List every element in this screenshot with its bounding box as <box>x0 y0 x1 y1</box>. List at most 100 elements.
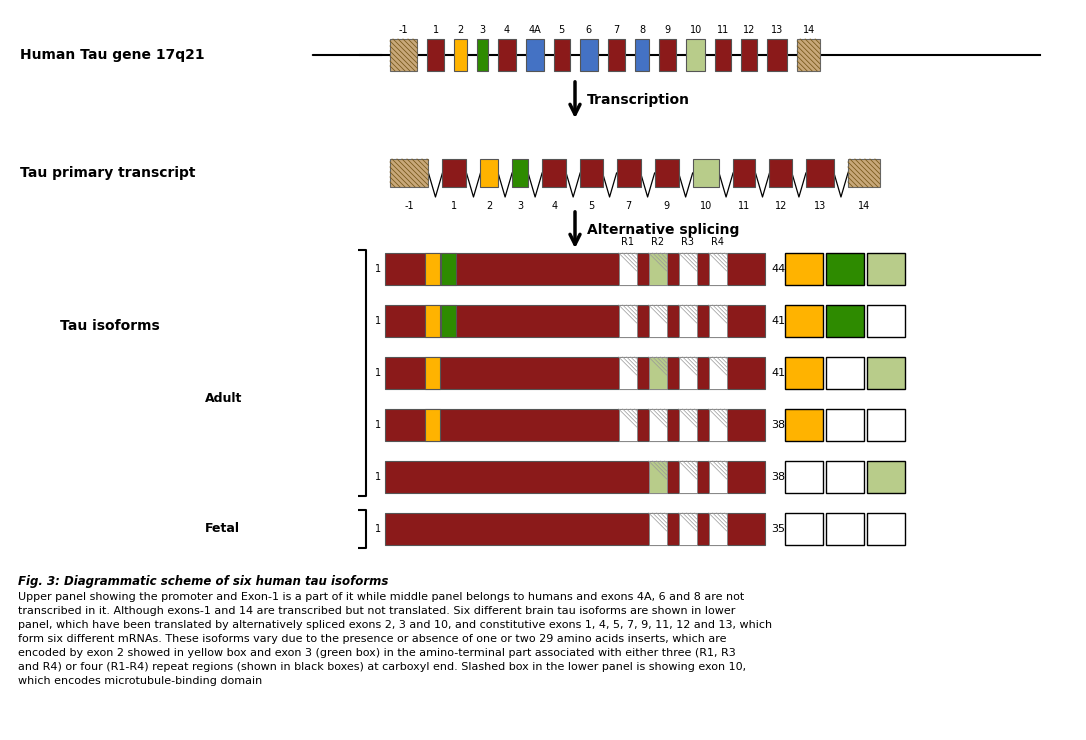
Bar <box>742 39 757 71</box>
Bar <box>826 253 864 285</box>
Bar <box>648 357 667 389</box>
Bar <box>867 461 905 493</box>
Text: -1: -1 <box>404 201 414 211</box>
Bar <box>679 305 697 337</box>
Text: R2: R2 <box>652 237 665 247</box>
Bar <box>619 357 636 389</box>
Bar <box>679 409 697 441</box>
Text: -1: -1 <box>399 25 408 35</box>
Bar <box>686 39 705 71</box>
Text: Adult: Adult <box>205 392 242 406</box>
Text: Human Tau gene 17q21: Human Tau gene 17q21 <box>20 48 204 62</box>
Bar <box>441 305 456 337</box>
Bar <box>635 39 649 71</box>
Text: 12: 12 <box>774 201 787 211</box>
Text: 1: 1 <box>375 420 381 430</box>
Bar <box>709 253 727 285</box>
Bar <box>542 159 566 187</box>
Bar <box>386 461 765 493</box>
Bar <box>655 159 679 187</box>
Bar <box>386 357 765 389</box>
Text: 412: 412 <box>771 368 793 378</box>
Bar <box>454 39 467 71</box>
Bar <box>679 253 697 285</box>
Text: 7: 7 <box>614 25 620 35</box>
Bar <box>785 305 823 337</box>
Bar <box>428 39 444 71</box>
Text: 10+: 10+ <box>874 264 898 274</box>
Bar <box>867 305 905 337</box>
Bar <box>580 39 598 71</box>
Bar <box>709 305 727 337</box>
Bar <box>659 39 677 71</box>
Text: 1: 1 <box>375 316 381 326</box>
Bar <box>826 305 864 337</box>
Text: 383: 383 <box>771 472 792 482</box>
Text: 9: 9 <box>664 201 670 211</box>
Text: 3+: 3+ <box>836 316 854 326</box>
Bar <box>390 159 429 187</box>
Bar <box>580 159 603 187</box>
Text: 14: 14 <box>803 25 814 35</box>
Bar <box>477 39 489 71</box>
Bar <box>441 253 456 285</box>
Bar <box>867 409 905 441</box>
Bar <box>767 39 787 71</box>
Bar <box>648 253 667 285</box>
Text: 6: 6 <box>585 25 592 35</box>
Bar <box>619 253 636 285</box>
Text: 9: 9 <box>665 25 671 35</box>
Text: 10: 10 <box>690 25 702 35</box>
Bar <box>679 357 697 389</box>
Text: 10+: 10+ <box>874 472 898 482</box>
Text: 13: 13 <box>771 25 783 35</box>
Text: 3: 3 <box>480 25 485 35</box>
Text: 4: 4 <box>504 25 510 35</box>
Text: 3-: 3- <box>838 524 851 534</box>
Bar <box>867 357 905 389</box>
Bar <box>709 409 727 441</box>
Text: 352: 352 <box>771 524 792 534</box>
Bar <box>617 159 641 187</box>
Text: 410: 410 <box>771 316 792 326</box>
Text: 3-: 3- <box>838 368 851 378</box>
Bar <box>785 409 823 441</box>
Text: 1: 1 <box>375 264 381 274</box>
Bar <box>785 461 823 493</box>
Bar <box>679 461 697 493</box>
Text: 2+: 2+ <box>796 264 812 274</box>
Bar <box>826 461 864 493</box>
Text: 1: 1 <box>433 25 439 35</box>
Text: 5: 5 <box>589 201 594 211</box>
Bar <box>390 39 417 71</box>
Bar <box>785 357 823 389</box>
Text: Upper panel showing the promoter and Exon-1 is a part of it while middle panel b: Upper panel showing the promoter and Exo… <box>18 592 772 686</box>
Bar <box>425 253 440 285</box>
Bar <box>554 39 570 71</box>
Text: 1: 1 <box>452 201 457 211</box>
Text: R1: R1 <box>621 237 634 247</box>
Text: Tau isoforms: Tau isoforms <box>60 319 160 333</box>
Bar <box>797 39 820 71</box>
Text: 10+: 10+ <box>874 368 898 378</box>
Bar <box>425 409 440 441</box>
Bar <box>679 513 697 545</box>
Text: 2+: 2+ <box>796 316 812 326</box>
Bar <box>785 513 823 545</box>
Bar <box>709 461 727 493</box>
Bar <box>826 357 864 389</box>
Text: 2-: 2- <box>798 472 810 482</box>
Text: 10: 10 <box>699 201 712 211</box>
Bar <box>619 305 636 337</box>
Text: 1: 1 <box>375 524 381 534</box>
Bar <box>848 159 880 187</box>
Text: 3-: 3- <box>838 472 851 482</box>
Text: 2: 2 <box>487 201 492 211</box>
Bar <box>648 513 667 545</box>
Text: 5: 5 <box>558 25 565 35</box>
Text: R3: R3 <box>681 237 694 247</box>
Bar <box>608 39 626 71</box>
Bar <box>386 253 765 285</box>
Text: 11: 11 <box>738 201 750 211</box>
Bar <box>648 409 667 441</box>
